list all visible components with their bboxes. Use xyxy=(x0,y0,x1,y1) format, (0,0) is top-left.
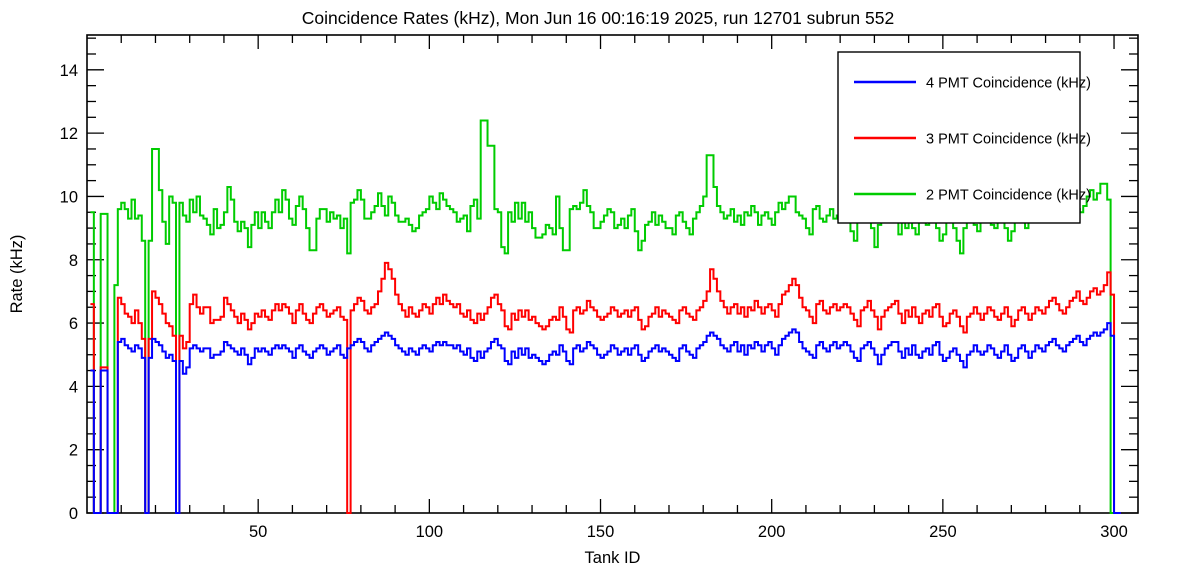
plot-frame xyxy=(86,34,1139,514)
x-tick-label: 150 xyxy=(587,523,615,541)
legend-label: 3 PMT Coincidence (kHz) xyxy=(926,132,1091,148)
x-tick-label: 50 xyxy=(249,523,267,541)
y-tick-label: 8 xyxy=(69,252,78,270)
series-line xyxy=(90,261,1121,514)
y-tick-label: 0 xyxy=(69,505,78,523)
y-tick-label: 12 xyxy=(60,125,78,143)
legend-label: 2 PMT Coincidence (kHz) xyxy=(926,188,1091,204)
series-line xyxy=(90,322,1121,514)
legend-label: 4 PMT Coincidence (kHz) xyxy=(926,76,1091,92)
page-title: Coincidence Rates (kHz), Mon Jun 16 00:1… xyxy=(302,8,894,28)
x-tick-label: 100 xyxy=(416,523,444,541)
x-axis-label: Tank ID xyxy=(585,549,641,567)
x-tick-label: 200 xyxy=(758,523,786,541)
x-tick-label: 250 xyxy=(929,523,957,541)
y-tick-label: 2 xyxy=(69,442,78,460)
x-tick-label: 300 xyxy=(1100,523,1128,541)
y-axis-label: Rate (kHz) xyxy=(8,235,26,314)
y-tick-label: 10 xyxy=(60,188,78,206)
y-tick-label: 6 xyxy=(69,315,78,333)
y-tick-label: 4 xyxy=(69,378,78,396)
y-tick-label: 14 xyxy=(60,62,78,80)
